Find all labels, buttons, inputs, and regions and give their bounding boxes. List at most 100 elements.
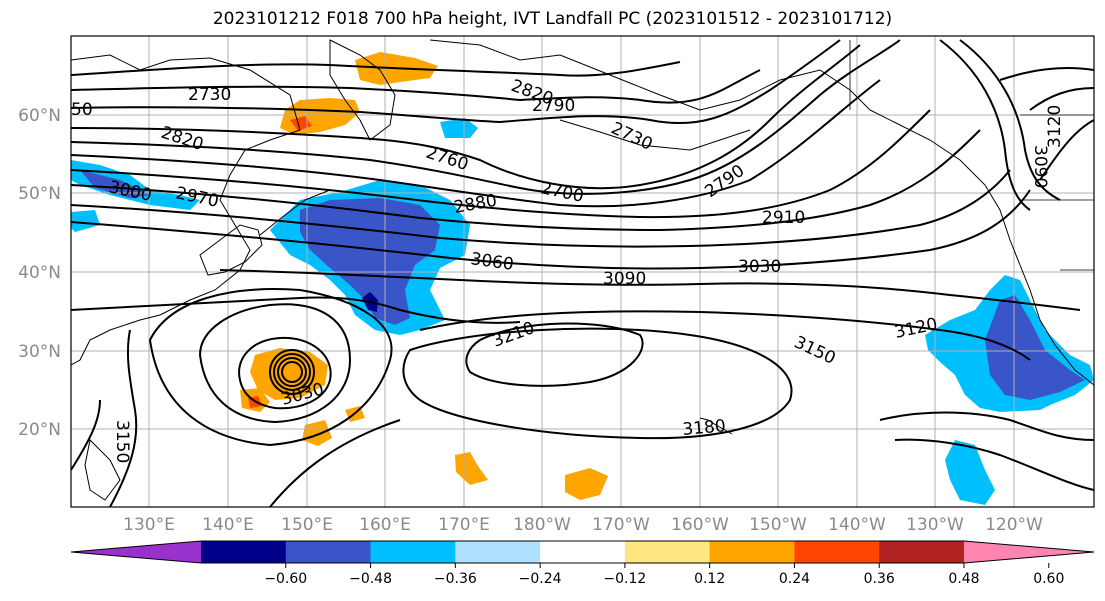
contour-line (879, 411, 1094, 441)
contour-line (894, 438, 1094, 491)
coastline-asia (71, 54, 301, 366)
contour-label: 2820 (158, 123, 205, 155)
contour-label: 2910 (762, 208, 805, 228)
contour-line (465, 322, 644, 387)
ivt-positive-south-1 (302, 420, 332, 446)
contour-label: 3180 (682, 416, 727, 440)
contour-label: 3150 (112, 420, 132, 463)
colorbar-tick-label: −0.24 (519, 571, 562, 587)
contour-line (71, 169, 1011, 248)
longitude-label: 170°W (592, 515, 650, 535)
contour-label: 50 (71, 100, 93, 120)
contour-line (281, 361, 303, 383)
contour-line (1039, 119, 1094, 181)
latitude-label: 30°N (18, 342, 61, 362)
ivt-negative-small-west (71, 210, 100, 232)
coastline-philippines (84, 438, 121, 501)
colorbar-tick-label: 0.60 (1033, 571, 1064, 587)
contour-line (999, 67, 1094, 81)
coastline-kuril (259, 189, 331, 236)
longitude-label: 140°W (828, 515, 886, 535)
longitude-label: 120°W (985, 515, 1043, 535)
contour-line (269, 419, 401, 507)
ivt-negative-bering (440, 118, 478, 138)
contour-label: 3120 (1045, 105, 1065, 148)
contour-line (402, 327, 793, 440)
contour-line (71, 129, 981, 232)
contour-label: 3150 (791, 332, 839, 368)
longitude-label: 150°W (749, 515, 807, 535)
coastline-north-america (1019, 264, 1094, 386)
contour-line (419, 310, 1031, 361)
contour-line (219, 269, 1081, 311)
colorbar-segment (794, 541, 880, 563)
latitude-label: 20°N (18, 420, 61, 440)
longitude-label: 150°E (281, 515, 333, 535)
colorbar-segment (879, 541, 965, 563)
contour-label: 2790 (532, 96, 575, 116)
ivt-negative-core-west-pacific (300, 198, 440, 325)
colorbar-tick-label: −0.36 (434, 571, 477, 587)
ivt-negative-east-south (945, 440, 995, 505)
colorbar-segment (370, 541, 456, 563)
colorbar-segment (624, 541, 711, 563)
map-frame (70, 35, 1095, 508)
ivt-negative-core-east-pacific (985, 295, 1085, 400)
longitude-label: 170°E (438, 515, 490, 535)
longitude-label: 160°W (671, 515, 729, 535)
colorbar-tick-label: 0.12 (694, 571, 725, 587)
longitude-label: 160°E (359, 515, 411, 535)
contour-line (71, 399, 101, 471)
colorbar-segment (709, 541, 795, 563)
colorbar-tick-label: −0.60 (264, 571, 307, 587)
contour-label: 2730 (608, 118, 656, 154)
map-title: 2023101212 F018 700 hPa height, IVT Land… (212, 9, 893, 29)
contour-label: 3090 (603, 269, 646, 289)
contour-label: 2790 (701, 161, 748, 202)
colorbar-tick-label: −0.48 (349, 571, 392, 587)
colorbar-segment (540, 541, 626, 563)
contour-line (71, 109, 931, 219)
latitude-label: 50°N (18, 184, 61, 204)
contour-label: 3000 (107, 177, 153, 206)
coastlines (71, 39, 1094, 501)
latitude-label: 40°N (18, 263, 61, 283)
borders (849, 40, 1094, 271)
contour-line (1029, 87, 1094, 111)
colorbar-tick-label: 0.48 (948, 571, 979, 587)
longitude-axis: 130°E 140°E 150°E 160°E 170°E 180°W 170°… (123, 515, 1043, 535)
colorbar-segment (455, 541, 541, 563)
longitude-label: 180°W (513, 515, 571, 535)
colorbar-ticks: −0.60 −0.48 −0.36 −0.24 −0.12 0.12 0.24 0.36 0.4… (264, 563, 1064, 587)
colorbar-tick-label: 0.24 (779, 571, 810, 587)
ivt-negative-region-japan-core (80, 170, 150, 198)
contour-line (71, 296, 521, 324)
contour-line (198, 303, 352, 424)
colorbar-extend-max (964, 541, 1094, 563)
contour-line (273, 353, 311, 391)
ivt-positive-south-2 (455, 452, 488, 485)
contour-label: 2880 (452, 191, 498, 218)
coastline-alaska (429, 39, 1021, 266)
colorbar-tick-label: 0.36 (864, 571, 895, 587)
contour-label: 3060 (469, 249, 515, 275)
contour-line (277, 357, 307, 387)
contour-line (71, 189, 1031, 270)
contour-line (238, 336, 332, 410)
contour-label: 2730 (188, 85, 231, 105)
longitude-label: 140°E (202, 515, 254, 535)
height-contours (71, 39, 1094, 507)
contour-line (959, 39, 1061, 201)
colorbar-tick-label: −0.12 (603, 571, 646, 587)
contour-line (71, 44, 861, 190)
colorbar (70, 540, 1095, 564)
ivt-positive-south-3 (565, 468, 608, 500)
longitude-label: 130°E (123, 515, 175, 535)
contour-label: 3090 (1030, 145, 1050, 188)
colorbar-segment (285, 541, 372, 563)
colorbar-segment (201, 541, 287, 563)
contour-line (939, 39, 1031, 211)
contour-line (109, 329, 138, 507)
colorbar-extend-min (71, 541, 201, 563)
